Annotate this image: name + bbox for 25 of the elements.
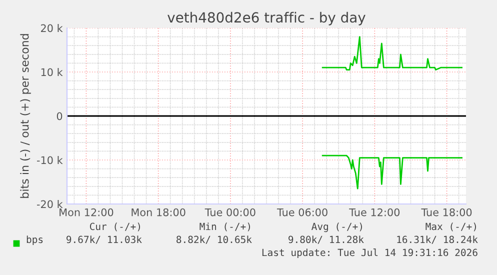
text: Min (-/+): [200, 222, 250, 232]
x-tick-label: Tue 12:00: [349, 208, 400, 216]
y-tick-label: 0: [56, 112, 62, 120]
y-tick-label: 20 k: [41, 24, 63, 32]
x-tick-label: Tue 00:00: [204, 208, 256, 216]
x-tick-label: Tue 18:00: [421, 208, 472, 216]
y-axis-title: bits in (-) / out (+) per second: [20, 34, 31, 198]
text: Cur (-/+): [90, 222, 140, 232]
text: 9.67k/ 11.03k: [66, 236, 142, 244]
text: 16.31k/ 18.24k: [397, 236, 478, 244]
line-series: [322, 36, 462, 70]
text: Last update: Tue Jul 14 19:31:16 2026: [262, 248, 478, 258]
x-tick-label: Mon 12:00: [60, 208, 114, 216]
line-series: [322, 154, 462, 190]
x-tick-label: Mon 18:00: [132, 208, 186, 216]
legend-label: bps: [26, 236, 43, 246]
text: Avg (-/+): [312, 222, 362, 232]
chart-title: veth480d2e6 traffic - by day: [168, 12, 366, 26]
y-tick-label: -20 k: [36, 200, 63, 208]
text: 9.80k/ 11.28k: [288, 236, 364, 244]
text: Max (-/+): [426, 222, 476, 232]
y-tick-label: 10 k: [41, 68, 63, 76]
text: 8.82k/ 10.65k: [176, 236, 252, 244]
y-tick-label: -10 k: [36, 156, 63, 164]
x-tick-label: Tue 06:00: [276, 208, 328, 216]
